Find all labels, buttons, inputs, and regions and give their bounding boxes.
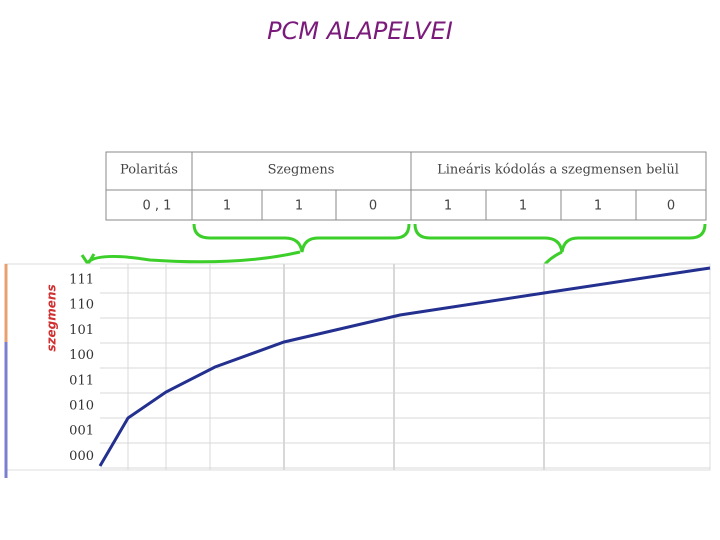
slide-title: PCM ALAPELVEI (267, 17, 453, 45)
header-cell: Szegmens (268, 163, 335, 178)
plot-frame (4, 263, 711, 471)
y-label: 101 (69, 323, 94, 338)
y-label: 110 (69, 298, 94, 313)
table-border (105, 151, 707, 221)
cell: 1 (519, 199, 527, 214)
y-label: 001 (69, 424, 94, 439)
y-label: 010 (69, 399, 94, 414)
cell: 0 (667, 199, 675, 214)
cell: 1 (223, 199, 231, 214)
arrow-head (80, 253, 96, 267)
cell: 1 (444, 199, 452, 214)
cell: 0 (369, 199, 377, 214)
brace (192, 223, 411, 253)
y-label: 000 (69, 449, 94, 464)
cell: 1 (295, 199, 303, 214)
header-cell: Lineáris kódolás a szegmensen belül (437, 163, 679, 178)
cell: 1 (594, 199, 602, 214)
chart-area: szegmens 111 110 101 100 011 010 001 000 (4, 263, 711, 478)
brace (413, 223, 707, 253)
y-label: 100 (69, 348, 94, 363)
y-label: 011 (69, 373, 94, 388)
cell: 0 , 1 (143, 199, 172, 214)
header-cell: Polaritás (120, 163, 178, 178)
curve (98, 266, 711, 467)
arrow (87, 250, 301, 264)
table (105, 151, 707, 221)
y-label: 111 (69, 273, 94, 288)
axis-title: szegmens (45, 284, 59, 351)
